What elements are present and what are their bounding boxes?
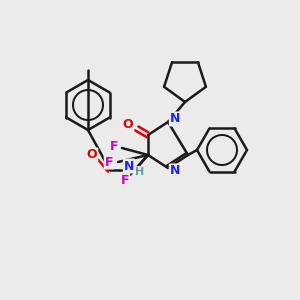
Text: N: N	[170, 112, 180, 125]
Text: F: F	[110, 140, 118, 152]
Text: N: N	[170, 164, 180, 178]
Text: F: F	[121, 173, 129, 187]
Text: O: O	[87, 148, 97, 161]
Text: H: H	[135, 167, 145, 177]
Text: N: N	[124, 160, 134, 172]
Text: F: F	[105, 155, 113, 169]
Text: O: O	[123, 118, 133, 131]
